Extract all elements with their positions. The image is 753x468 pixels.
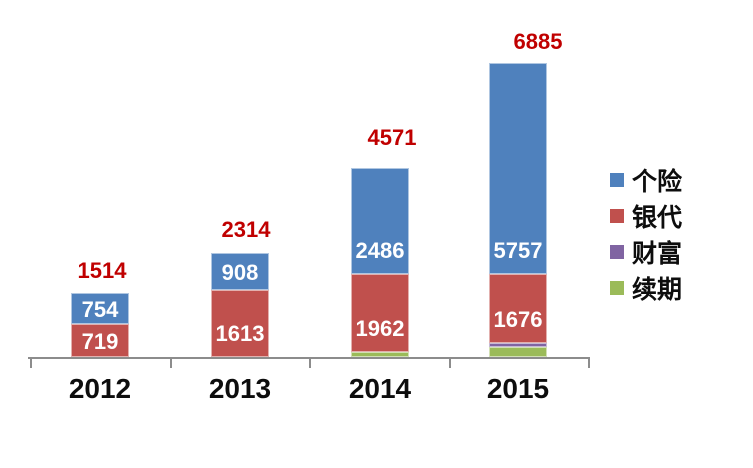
bar-segment-个险: 5757: [489, 63, 547, 274]
segment-value-label: 908: [221, 259, 259, 285]
legend-item-财富: 财富: [610, 234, 682, 270]
bar-segment-银代: 1962: [351, 274, 409, 352]
legend-swatch-财富: [610, 245, 624, 259]
x-axis-tick: [449, 357, 451, 368]
legend-item-续期: 续期: [610, 270, 682, 306]
total-label: 2314: [221, 217, 271, 242]
segment-value-label: 1676: [493, 307, 543, 332]
segment-value-label: 2486: [355, 238, 405, 263]
bar-segment-个险: 908: [211, 253, 269, 290]
x-axis-category-label: 2013: [208, 373, 272, 404]
x-axis-category-label: 2015: [486, 373, 550, 404]
x-axis-tick: [309, 357, 311, 368]
legend-swatch-个险: [610, 173, 624, 187]
total-label: 1514: [77, 258, 127, 283]
total-label: 6885: [513, 29, 563, 54]
legend-swatch-银代: [610, 209, 624, 223]
x-axis-tick: [30, 357, 32, 368]
total-label: 4571: [367, 125, 417, 150]
bar-segment-续期: [489, 347, 547, 357]
legend-label: 续期: [632, 276, 683, 304]
bar-segment-银代: 1676: [489, 274, 547, 343]
legend-label: 个险: [632, 168, 683, 196]
segment-value-label: 754: [81, 296, 119, 322]
x-axis-category-label: 2012: [68, 373, 132, 404]
legend-swatch-续期: [610, 281, 624, 295]
x-axis-category-label: 2014: [348, 373, 412, 404]
segment-value-label: 719: [81, 328, 119, 354]
segment-value-label: 1962: [355, 316, 405, 341]
legend-label: 财富: [632, 240, 683, 268]
bar-segment-银代: 1613: [211, 290, 269, 357]
bar-segment-续期: [351, 352, 409, 357]
x-axis-tick: [170, 357, 172, 368]
bar-segment-个险: 754: [71, 293, 129, 324]
bar-segment-财富: [489, 343, 547, 347]
segment-value-label: 1613: [215, 321, 265, 346]
legend-label: 银代: [632, 204, 683, 232]
segment-value-label: 5757: [493, 238, 543, 263]
legend-item-银代: 银代: [610, 198, 682, 234]
x-axis-tick: [588, 357, 590, 368]
bar-segment-银代: 719: [71, 324, 129, 357]
legend-item-个险: 个险: [610, 162, 682, 198]
bar-segment-个险: 2486: [351, 168, 409, 274]
